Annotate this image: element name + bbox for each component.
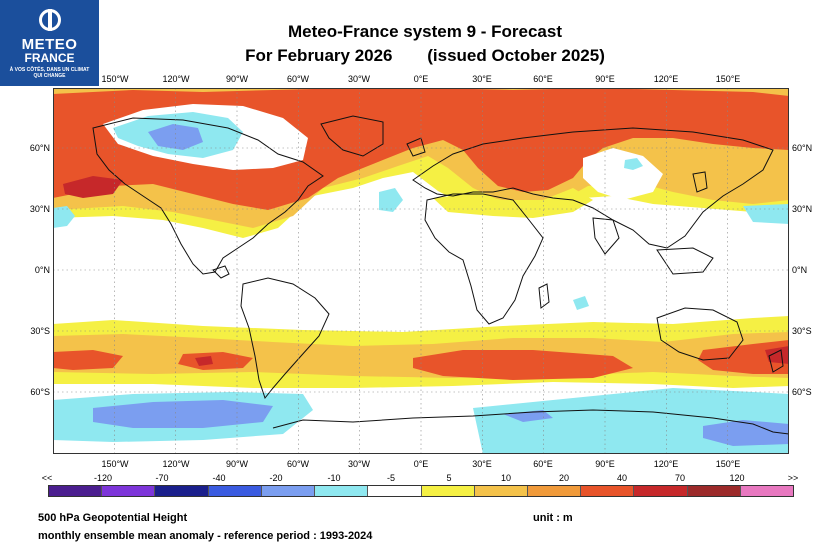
longitude-label: 60°E <box>533 459 553 469</box>
colorbar-label: -5 <box>386 473 395 483</box>
latitude-label: 30°S <box>30 326 50 336</box>
longitude-label: 150°W <box>101 459 129 469</box>
south-america-outline <box>240 277 330 400</box>
logo-text-france: FRANCE <box>24 51 75 65</box>
longitude-label: 60°W <box>286 459 310 469</box>
australia-outline <box>656 307 744 361</box>
colorbar-label: 10 <box>500 473 511 483</box>
longitude-label: 120°E <box>653 459 679 469</box>
colorbar-swatch <box>155 486 209 496</box>
antarctica-outline <box>272 409 789 435</box>
latitude-label: 30°N <box>29 204 50 214</box>
colorbar-swatch <box>208 486 262 496</box>
map-subtitle: For February 2026 (issued October 2025) <box>190 46 660 66</box>
colorbar-swatch <box>368 486 422 496</box>
colorbar-swatch <box>474 486 528 496</box>
longitude-label: 90°W <box>225 459 249 469</box>
latitude-label: 0°N <box>34 265 50 275</box>
longitude-label: 90°E <box>595 459 615 469</box>
longitude-label: 30°W <box>347 74 371 84</box>
japan-outline <box>692 171 708 193</box>
colorbar-swatch <box>102 486 156 496</box>
longitude-label: 60°W <box>286 74 310 84</box>
longitude-label: 120°W <box>162 74 190 84</box>
colorbar-swatch <box>634 486 688 496</box>
longitude-label: 0°E <box>413 74 429 84</box>
iceland-outline <box>406 137 426 157</box>
eurasia-outline <box>412 127 774 249</box>
longitude-label: 30°E <box>472 459 492 469</box>
longitude-label: 60°E <box>533 74 553 84</box>
longitude-label: 30°W <box>347 459 371 469</box>
india-outline <box>592 217 620 255</box>
logo-text-meteo: METEO <box>21 36 78 53</box>
longitude-label: 120°W <box>162 459 190 469</box>
colorbar <box>48 485 794 497</box>
north-america-outline <box>92 117 324 275</box>
colorbar-swatch <box>49 486 103 496</box>
logo-tagline: À VOS CÔTÉS, DANS UN CLIMAT QUI CHANGE <box>9 67 90 79</box>
latitude-label: 30°N <box>792 204 813 214</box>
longitude-label: 0°E <box>413 459 429 469</box>
latitude-label: 60°N <box>792 143 813 153</box>
longitude-label: 150°E <box>715 459 741 469</box>
variable-name: 500 hPa Geopotential Height <box>38 512 188 524</box>
forecast-month: For February 2026 <box>245 46 393 65</box>
colorbar-swatch <box>687 486 741 496</box>
colorbar-label: 120 <box>729 473 745 483</box>
new-zealand-outline <box>768 349 784 373</box>
meteo-france-logo: METEO FRANCE À VOS CÔTÉS, DANS UN CLIMAT… <box>0 0 99 86</box>
latitude-label: 30°S <box>792 326 812 336</box>
colorbar-label: 70 <box>674 473 685 483</box>
latitude-label: 60°S <box>792 387 812 397</box>
longitude-label: 150°E <box>715 74 741 84</box>
anomaly-description: monthly ensemble mean anomaly - referenc… <box>38 530 373 542</box>
colorbar-swatch <box>261 486 316 496</box>
africa-outline <box>424 193 544 325</box>
unit-label: unit : m <box>533 512 573 524</box>
latitude-label: 60°N <box>29 143 50 153</box>
colorbar-label: -120 <box>93 473 112 483</box>
anomaly-map <box>53 88 789 454</box>
colorbar-label: 5 <box>446 473 452 483</box>
colorbar-label: >> <box>787 473 799 483</box>
greenland-outline <box>320 115 384 157</box>
colorbar-swatch <box>740 486 794 496</box>
colorbar-label: -40 <box>212 473 226 483</box>
map-frame <box>53 88 789 454</box>
colorbar-label: << <box>41 473 53 483</box>
longitude-label: 120°E <box>653 74 679 84</box>
madagascar-outline <box>538 283 550 309</box>
issue-date: (issued October 2025) <box>427 46 605 65</box>
colorbar-label: 40 <box>616 473 627 483</box>
colorbar-swatch <box>527 486 582 496</box>
colorbar-swatch <box>421 486 475 496</box>
longitude-label: 30°E <box>472 74 492 84</box>
coastlines <box>92 115 789 435</box>
longitude-label: 90°E <box>595 74 615 84</box>
colorbar-swatch <box>581 486 635 496</box>
colorbar-swatch <box>315 486 369 496</box>
colorbar-label: -20 <box>269 473 283 483</box>
longitude-label: 90°W <box>225 74 249 84</box>
colorbar-label: -10 <box>327 473 341 483</box>
colorbar-label: 20 <box>558 473 569 483</box>
map-title: Meteo-France system 9 - Forecast <box>288 22 562 41</box>
central-america-outline <box>212 265 230 279</box>
latitude-label: 0°N <box>792 265 808 275</box>
logo-mark-icon <box>39 9 61 31</box>
longitude-label: 150°W <box>101 74 129 84</box>
colorbar-label: -70 <box>155 473 169 483</box>
latitude-label: 60°S <box>30 387 50 397</box>
graticule <box>53 88 789 454</box>
